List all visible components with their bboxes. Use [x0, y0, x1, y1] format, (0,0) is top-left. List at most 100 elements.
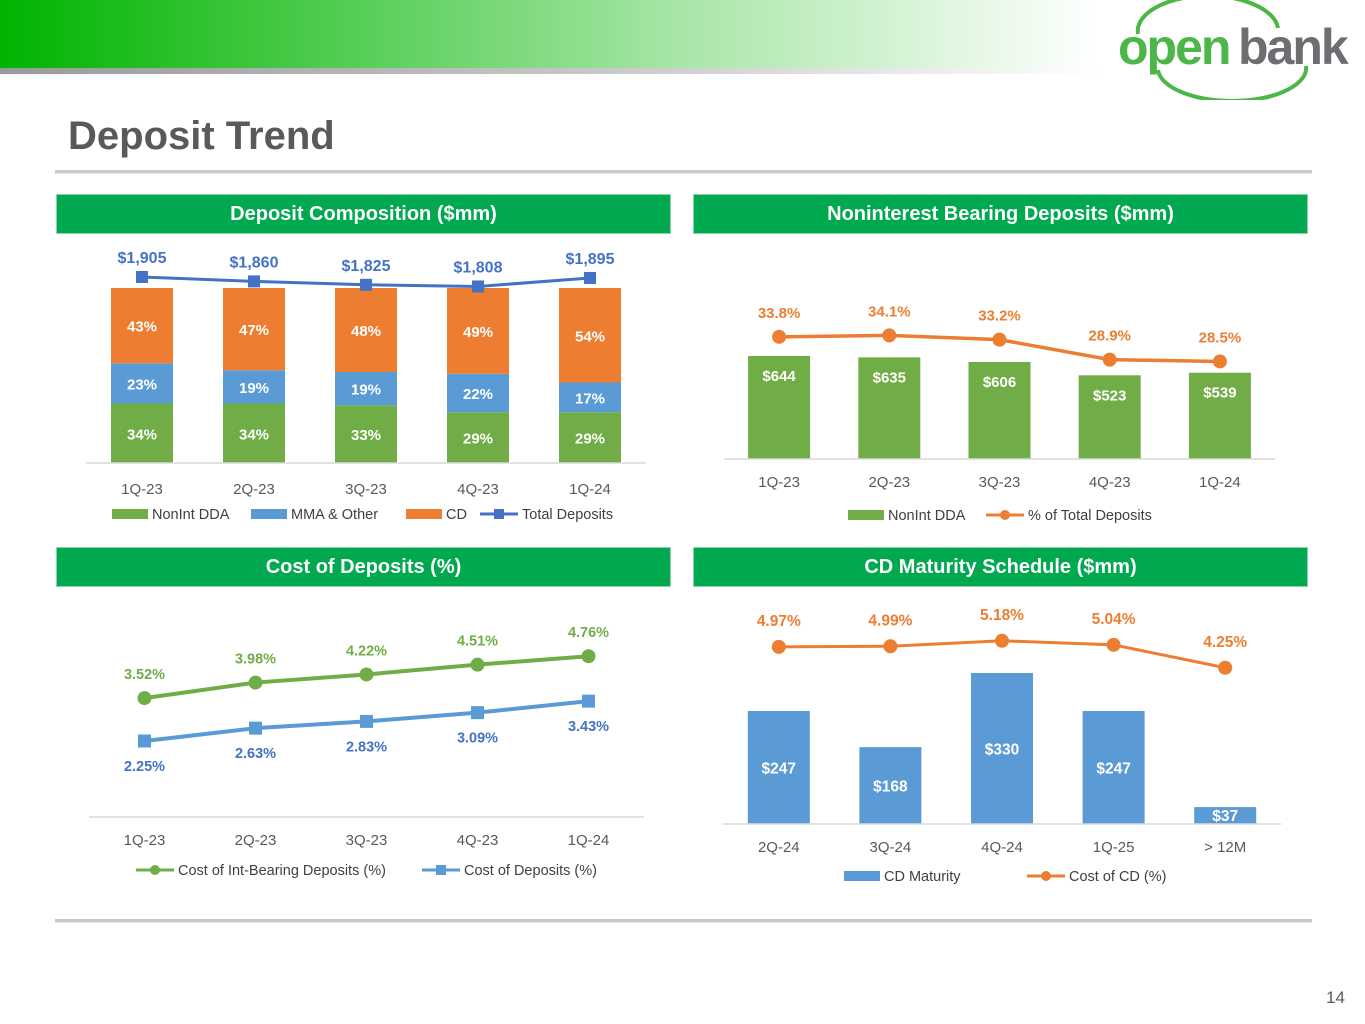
line-data-label: $1,808 — [454, 259, 503, 276]
logo-text-open: open — [1118, 19, 1229, 75]
x-tick-label: 2Q-24 — [758, 839, 800, 856]
data-label: $247 — [1096, 760, 1130, 777]
data-label: 48% — [351, 323, 381, 340]
openbank-logo: open bank — [1118, 0, 1351, 100]
line-marker — [248, 275, 260, 288]
bar — [968, 362, 1031, 459]
line-marker — [581, 649, 596, 664]
line-data-label: 3.09% — [457, 731, 498, 747]
data-label: $523 — [1093, 387, 1126, 404]
line-data-label: 4.22% — [346, 643, 387, 659]
line-data-label: 28.9% — [1088, 328, 1131, 345]
line-data-label: 34.1% — [868, 303, 911, 320]
x-tick-label: 3Q-23 — [346, 832, 388, 849]
line-marker — [584, 271, 596, 284]
x-tick-label: 3Q-23 — [979, 474, 1021, 491]
x-tick-label: 1Q-24 — [1199, 474, 1241, 491]
page-number: 14 — [1326, 988, 1345, 1007]
bar-segment — [111, 288, 173, 364]
line-marker — [359, 667, 374, 682]
line-marker — [471, 706, 484, 720]
line-data-label: 33.8% — [758, 305, 801, 322]
legend-marker — [1041, 871, 1051, 881]
legend-label: % of Total Deposits — [1028, 508, 1152, 524]
logo-arc-top — [1135, 0, 1280, 35]
x-tick-label: 2Q-23 — [868, 474, 910, 491]
bar-segment — [335, 372, 397, 406]
line-data-label: $1,860 — [230, 254, 279, 271]
bar-segment — [223, 288, 285, 371]
line-data-label: 4.51% — [457, 634, 498, 650]
deposit-composition-chart: 34% 23% 43% 34% 19% 47% 33% 19% 48% 29% 22% 49% 29% 1… — [86, 250, 646, 523]
noninterest-bearing-chart: $644 $635 $606 $523 $539 1Q-23 2Q-23 3Q-23 4Q-23… — [724, 303, 1275, 524]
line-marker — [249, 721, 262, 735]
line-data-label: 33.2% — [978, 308, 1021, 325]
line-marker — [1218, 660, 1233, 675]
x-tick-label: 1Q-24 — [568, 832, 610, 849]
x-tick-label: 4Q-23 — [457, 832, 499, 849]
x-tick-label: 1Q-23 — [758, 474, 800, 491]
panel-title-deposit-composition: Deposit Composition ($mm) — [56, 194, 671, 234]
header-gradient-bar — [0, 0, 1100, 68]
line-marker — [582, 694, 595, 708]
legend-label: NonInt DDA — [888, 508, 966, 524]
bar-segment — [335, 288, 397, 372]
data-label: 22% — [463, 386, 493, 403]
bar — [1078, 375, 1141, 459]
x-tick-label: 1Q-24 — [569, 481, 611, 498]
bar-segment — [559, 288, 621, 383]
title-divider — [55, 170, 1312, 174]
bar-segment — [447, 412, 509, 463]
line-data-label: 4.76% — [568, 625, 609, 641]
line-marker — [138, 734, 151, 748]
line-data-label: $1,895 — [566, 251, 615, 268]
line-marker — [1102, 352, 1117, 367]
data-label: 29% — [463, 431, 493, 448]
page-title: Deposit Trend — [68, 114, 335, 158]
legend-swatch — [112, 509, 148, 519]
line-marker — [470, 657, 485, 672]
line-data-label: 5.18% — [980, 607, 1024, 624]
data-label: 19% — [351, 382, 381, 399]
line-data-label: $1,905 — [118, 250, 167, 267]
data-label: 34% — [127, 426, 157, 443]
panel-title-cd-maturity: CD Maturity Schedule ($mm) — [693, 547, 1308, 587]
line-data-label: 4.99% — [868, 612, 912, 629]
panel-title-noninterest-bearing: Noninterest Bearing Deposits ($mm) — [693, 194, 1308, 234]
line-data-label: $1,825 — [342, 258, 391, 275]
data-label: 54% — [575, 328, 605, 345]
data-label: $247 — [762, 760, 796, 777]
legend-label: Cost of Int-Bearing Deposits (%) — [178, 863, 386, 879]
line-data-label: 3.43% — [568, 719, 609, 735]
bar — [1188, 372, 1251, 459]
bar — [858, 357, 921, 459]
bar — [1194, 807, 1257, 824]
bar — [748, 355, 811, 459]
x-tick-label: 4Q-23 — [1089, 474, 1131, 491]
line-marker — [771, 639, 786, 654]
x-tick-label: 3Q-24 — [870, 839, 912, 856]
data-label: $330 — [985, 742, 1019, 759]
line-marker — [882, 328, 897, 343]
bar-segment — [111, 403, 173, 463]
line-marker — [1212, 354, 1227, 369]
line-data-label: 4.97% — [757, 613, 801, 630]
data-label: 49% — [463, 324, 493, 341]
legend-label: Total Deposits — [522, 507, 613, 523]
legend-label: NonInt DDA — [152, 507, 230, 523]
x-tick-label: 1Q-25 — [1093, 839, 1135, 856]
data-label: $539 — [1203, 385, 1236, 402]
legend-marker — [1000, 510, 1010, 520]
legend-swatch — [848, 510, 884, 520]
data-label: $37 — [1212, 808, 1238, 825]
legend-swatch — [844, 871, 880, 881]
data-label: 34% — [239, 426, 269, 443]
line-marker — [472, 280, 484, 293]
logo-arc-bottom — [1156, 65, 1309, 100]
x-tick-label: 1Q-23 — [121, 481, 163, 498]
data-label: 29% — [575, 431, 605, 448]
bar — [971, 673, 1033, 824]
x-tick-label: 1Q-23 — [124, 832, 166, 849]
bar — [747, 710, 810, 824]
bottom-divider — [55, 919, 1312, 923]
